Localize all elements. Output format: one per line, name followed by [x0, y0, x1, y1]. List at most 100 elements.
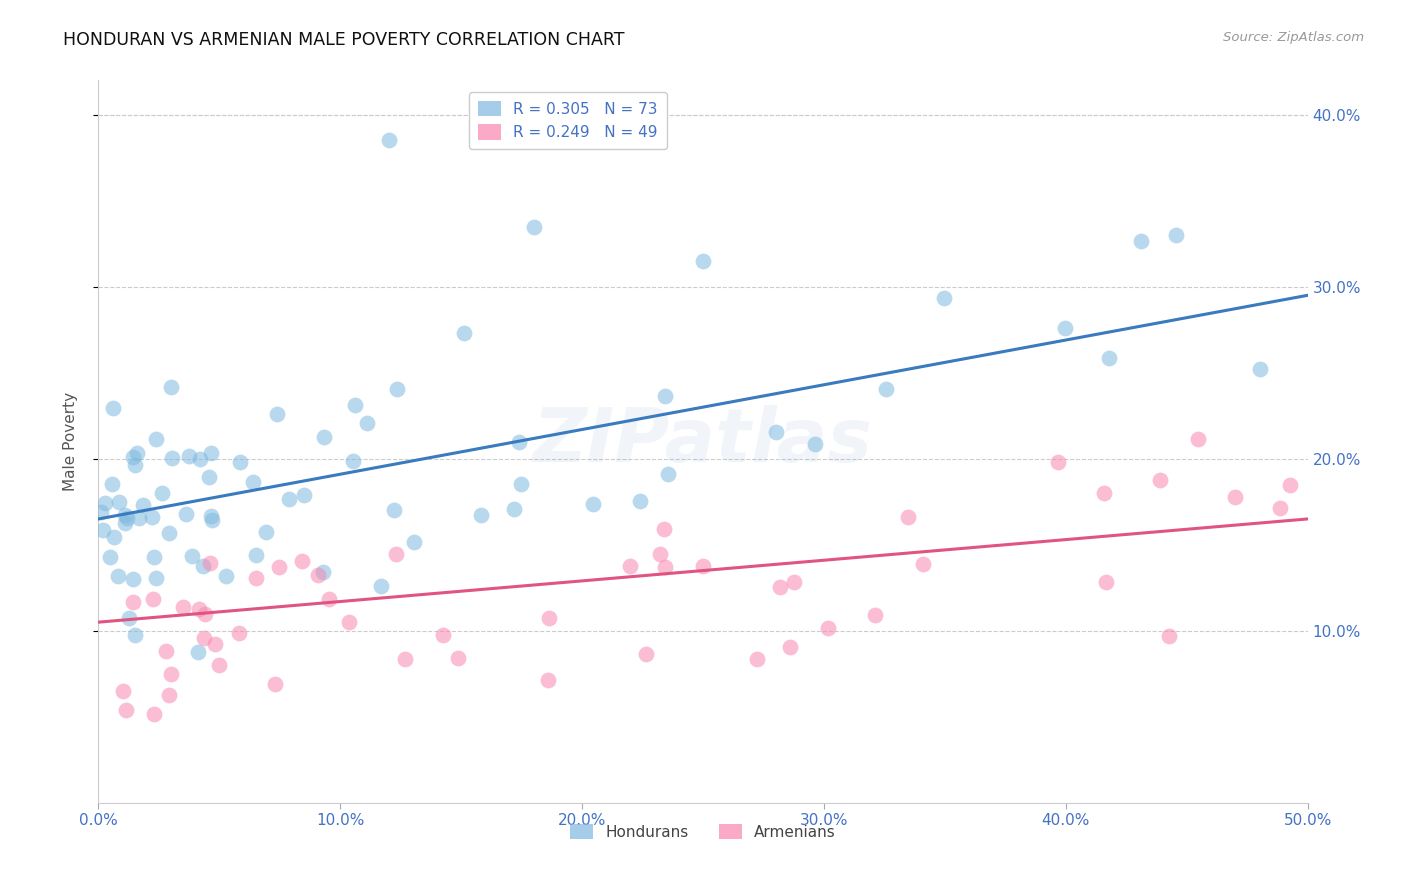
Point — [745, 652, 768, 666]
Point — [115, 703, 138, 717]
Point — [1166, 228, 1188, 243]
Point — [198, 470, 221, 484]
Point — [145, 432, 167, 446]
Point — [157, 526, 180, 541]
Point — [263, 677, 285, 691]
Point — [187, 645, 209, 659]
Point — [143, 706, 166, 721]
Point — [101, 477, 124, 491]
Point — [194, 607, 217, 621]
Point — [1268, 500, 1291, 515]
Point — [657, 467, 679, 481]
Point — [765, 425, 787, 439]
Point — [114, 508, 136, 522]
Point — [208, 658, 231, 673]
Point — [385, 382, 408, 396]
Point — [145, 571, 167, 585]
Point — [245, 571, 267, 585]
Point — [447, 651, 470, 665]
Point — [453, 326, 475, 340]
Point — [394, 652, 416, 666]
Point — [1187, 432, 1209, 446]
Point — [1249, 362, 1271, 376]
Point — [619, 558, 641, 573]
Point — [470, 508, 492, 523]
Point — [370, 578, 392, 592]
Point — [157, 688, 180, 702]
Point — [502, 502, 524, 516]
Point — [634, 647, 657, 661]
Point — [404, 535, 426, 549]
Point — [90, 505, 112, 519]
Point — [266, 407, 288, 421]
Point — [179, 449, 201, 463]
Point — [769, 580, 792, 594]
Point — [201, 513, 224, 527]
Point — [267, 560, 290, 574]
Point — [160, 666, 183, 681]
Point — [654, 559, 676, 574]
Point — [692, 558, 714, 573]
Point — [118, 611, 141, 625]
Point — [176, 507, 198, 521]
Text: HONDURAN VS ARMENIAN MALE POVERTY CORRELATION CHART: HONDURAN VS ARMENIAN MALE POVERTY CORREL… — [63, 31, 624, 49]
Point — [122, 572, 145, 586]
Legend: Hondurans, Armenians: Hondurans, Armenians — [564, 818, 842, 846]
Point — [692, 253, 714, 268]
Point — [277, 491, 299, 506]
Text: ZIPatlas: ZIPatlas — [533, 405, 873, 478]
Point — [817, 621, 839, 635]
Point — [1092, 486, 1115, 500]
Point — [291, 553, 314, 567]
Point — [122, 595, 145, 609]
Point — [181, 549, 204, 564]
Point — [204, 637, 226, 651]
Point — [132, 498, 155, 512]
Point — [229, 455, 252, 469]
Point — [245, 548, 267, 562]
Point — [1095, 575, 1118, 590]
Point — [101, 401, 124, 416]
Point — [537, 673, 560, 688]
Point — [228, 626, 250, 640]
Point — [107, 569, 129, 583]
Point — [344, 398, 367, 412]
Point — [142, 592, 165, 607]
Point — [254, 524, 277, 539]
Point — [1130, 235, 1153, 249]
Point — [779, 640, 801, 655]
Point — [654, 389, 676, 403]
Point — [125, 445, 148, 459]
Point — [188, 451, 211, 466]
Point — [200, 508, 222, 523]
Point — [307, 568, 329, 582]
Point — [150, 485, 173, 500]
Point — [108, 494, 131, 508]
Point — [312, 565, 335, 579]
Point — [187, 602, 209, 616]
Point — [537, 611, 560, 625]
Point — [91, 523, 114, 537]
Point — [142, 550, 165, 565]
Point — [200, 446, 222, 460]
Point — [198, 556, 221, 570]
Point — [1054, 320, 1077, 334]
Point — [385, 548, 408, 562]
Point — [103, 530, 125, 544]
Point — [292, 488, 315, 502]
Point — [804, 437, 827, 451]
Point — [1047, 455, 1070, 469]
Point — [356, 417, 378, 431]
Point — [337, 615, 360, 629]
Point — [318, 591, 340, 606]
Point — [193, 631, 215, 645]
Point — [111, 684, 134, 698]
Point — [1159, 629, 1181, 643]
Point — [911, 558, 934, 572]
Point — [523, 219, 546, 234]
Point — [863, 607, 886, 622]
Point — [934, 291, 956, 305]
Point — [121, 450, 143, 465]
Point — [510, 477, 533, 491]
Point — [124, 627, 146, 641]
